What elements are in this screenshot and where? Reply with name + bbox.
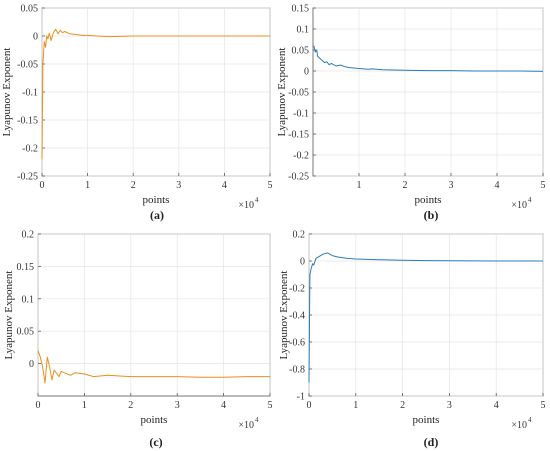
x-tick-label-d-4: 4 — [494, 400, 499, 411]
x-axis-label-c: points — [141, 414, 168, 426]
y-tick-label-d-4: -0.2 — [289, 284, 305, 295]
y-axis-label-a: Lyapunov Exponent — [1, 48, 13, 137]
y-tick-label-d-5: 0 — [300, 257, 305, 268]
chart-b-svg: 1 2 3 4 5 -0.25 -0.2 -0.15 -0.1 -0.05 0 0.05 0.1 0.15… — [276, 4, 546, 212]
x-axis-label-d: points — [413, 414, 440, 426]
x-multiplier-d: ×10 — [511, 420, 527, 431]
x-multiplier-exp-a: 4 — [255, 196, 259, 204]
x-tick-label-b-0: 1 — [357, 180, 362, 191]
y-tick-label-b-2: -0.15 — [288, 130, 309, 141]
chart-a-svg: 0 1 2 3 4 5 -0.25 -0.2 -0.15 -0.1 -0.05 0 0.05 points… — [1, 4, 273, 212]
x-multiplier-exp-b: 4 — [528, 196, 532, 204]
x-tick-label-a-1: 1 — [85, 180, 90, 191]
y-tick-label-c-0: 0 — [29, 359, 34, 370]
x-tick-label-b-1: 2 — [403, 180, 408, 191]
chart-caption-b: (b) — [423, 208, 439, 222]
x-axis-label-a: points — [143, 194, 170, 206]
x-multiplier-exp-d: 4 — [528, 416, 532, 424]
x-multiplier-b: ×10 — [511, 200, 527, 211]
y-tick-label-c-4: 0.2 — [22, 230, 35, 241]
y-tick-label-d-1: -0.8 — [289, 365, 305, 376]
x-tick-label-a-0: 0 — [40, 180, 45, 191]
y-tick-label-c-2: 0.1 — [22, 294, 35, 305]
series-line-d-0 — [308, 252, 543, 383]
y-tick-label-b-6: 0.05 — [292, 46, 310, 57]
y-tick-label-a-6: 0.05 — [21, 4, 39, 15]
y-axis-label-b: Lyapunov Exponent — [276, 48, 288, 137]
y-tick-label-b-8: 0.15 — [292, 4, 310, 15]
x-tick-label-b-2: 3 — [449, 180, 454, 191]
y-axis-label-c: Lyapunov Exponent — [3, 271, 15, 360]
plot-area-c — [37, 233, 271, 397]
chart-panel-a: 0 1 2 3 4 5 -0.25 -0.2 -0.15 -0.1 -0.05 0 0.05 points… — [0, 0, 275, 226]
y-tick-label-b-7: 0.1 — [297, 25, 310, 36]
x-tick-label-d-2: 2 — [400, 400, 405, 411]
x-tick-label-d-5: 5 — [541, 400, 546, 411]
chart-panel-b: 1 2 3 4 5 -0.25 -0.2 -0.15 -0.1 -0.05 0 0.05 0.1 0.15… — [275, 0, 550, 226]
y-tick-label-d-3: -0.4 — [289, 311, 305, 322]
y-tick-label-c-1: 0.05 — [17, 327, 35, 338]
x-tick-label-b-3: 4 — [495, 180, 500, 191]
y-tick-label-a-0: -0.25 — [17, 172, 38, 183]
x-tick-label-a-5: 5 — [268, 180, 273, 191]
chart-caption-c: (c) — [149, 435, 163, 449]
chart-caption-a: (a) — [150, 208, 164, 222]
x-axis-label-b: points — [415, 194, 442, 206]
x-tick-label-a-2: 2 — [131, 180, 136, 191]
y-tick-label-d-0: -1 — [297, 392, 305, 403]
y-tick-label-b-5: 0 — [304, 67, 309, 78]
x-tick-label-b-4: 5 — [541, 180, 546, 191]
x-multiplier-c: ×10 — [238, 420, 254, 431]
y-tick-label-c-3: 0.15 — [17, 262, 35, 273]
y-tick-label-a-2: -0.15 — [17, 116, 38, 127]
x-tick-label-d-1: 1 — [353, 400, 358, 411]
x-multiplier-a: ×10 — [238, 200, 254, 211]
y-tick-label-d-2: -0.6 — [289, 338, 305, 349]
x-tick-label-d-0: 0 — [307, 400, 312, 411]
y-tick-label-a-1: -0.2 — [22, 144, 38, 155]
x-tick-label-c-1: 1 — [82, 400, 87, 411]
x-tick-label-a-4: 4 — [222, 180, 227, 191]
x-tick-label-c-2: 2 — [128, 400, 133, 411]
y-tick-label-b-4: -0.05 — [288, 88, 309, 99]
x-tick-label-a-3: 3 — [176, 180, 181, 191]
x-tick-label-c-5: 5 — [268, 400, 273, 411]
x-tick-label-c-0: 0 — [36, 400, 41, 411]
x-tick-label-c-4: 4 — [221, 400, 226, 411]
y-tick-label-b-0: -0.25 — [288, 172, 309, 183]
chart-caption-d: (d) — [423, 435, 439, 449]
y-tick-label-a-4: -0.05 — [17, 60, 38, 71]
x-multiplier-exp-c: 4 — [255, 416, 259, 424]
x-tick-label-c-3: 3 — [175, 400, 180, 411]
y-tick-label-d-6: 0.2 — [293, 230, 306, 241]
chart-panel-c: 0 1 2 3 4 5 0 0.05 0.1 0.15 0.2 points ×10 4 Lyapunov … — [0, 226, 275, 451]
y-tick-label-b-1: -0.2 — [293, 151, 309, 162]
y-tick-label-a-3: -0.1 — [22, 88, 38, 99]
y-tick-label-a-5: 0 — [33, 32, 38, 43]
series-line-b-0 — [313, 45, 544, 72]
series-line-a-0 — [41, 28, 270, 160]
x-tick-label-d-3: 3 — [447, 400, 452, 411]
y-axis-label-d: Lyapunov Exponent — [278, 271, 290, 360]
chart-panel-d: 0 1 2 3 4 5 -1 -0.8 -0.6 -0.4 -0.2 0 0.2 points ×10 4 Ly… — [275, 226, 550, 451]
y-tick-label-b-3: -0.1 — [293, 109, 309, 120]
series-line-c-0 — [37, 350, 270, 384]
